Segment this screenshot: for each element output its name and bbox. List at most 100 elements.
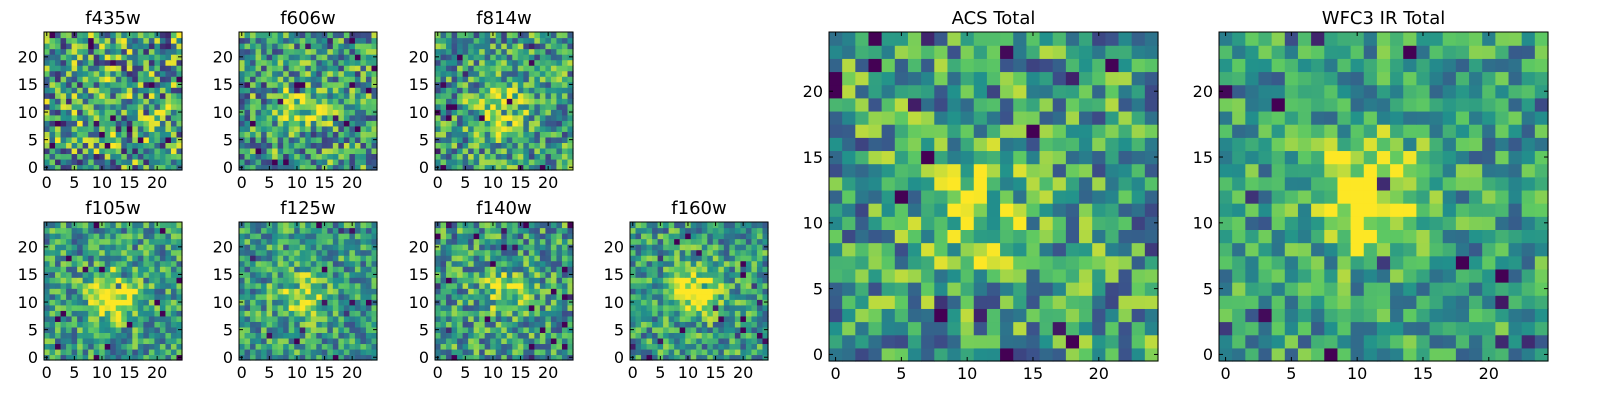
heatmap-cell bbox=[60, 153, 67, 160]
heatmap-cell bbox=[148, 164, 155, 171]
heatmap-cell bbox=[501, 48, 508, 55]
heatmap-cell bbox=[523, 255, 530, 262]
heatmap-cell bbox=[550, 255, 558, 262]
heatmap-cell bbox=[143, 299, 150, 306]
heatmap-cell bbox=[82, 354, 89, 361]
heatmap-cell bbox=[729, 321, 736, 328]
heatmap-cell bbox=[881, 308, 896, 323]
heatmap-cell bbox=[49, 32, 56, 39]
heatmap-cell bbox=[349, 310, 356, 317]
heatmap-cell bbox=[71, 59, 78, 66]
heatmap-cell bbox=[143, 153, 150, 160]
heatmap-cell bbox=[523, 131, 530, 138]
heatmap-cell bbox=[501, 337, 508, 345]
heatmap-cell bbox=[44, 48, 51, 55]
heatmap-cell bbox=[484, 271, 491, 278]
heatmap-cell bbox=[1039, 242, 1054, 257]
heatmap-cell bbox=[501, 142, 508, 149]
heatmap-cell bbox=[99, 87, 106, 94]
heatmap-cell bbox=[154, 266, 161, 273]
heatmap-cell bbox=[567, 332, 574, 339]
heatmap-cell bbox=[561, 304, 569, 311]
heatmap-cell bbox=[170, 260, 178, 267]
heatmap-cell bbox=[539, 109, 546, 116]
heatmap-cell bbox=[473, 238, 480, 245]
heatmap-cell bbox=[707, 304, 714, 311]
heatmap-cell bbox=[148, 304, 155, 311]
heatmap-cell bbox=[250, 48, 257, 55]
heatmap-cell bbox=[44, 131, 51, 138]
heatmap-cell bbox=[327, 65, 334, 72]
heatmap-cell bbox=[60, 76, 67, 83]
heatmap-cell bbox=[159, 304, 167, 311]
heatmap-cell bbox=[148, 343, 155, 350]
heatmap-cell bbox=[701, 277, 708, 284]
heatmap-cell bbox=[255, 310, 262, 317]
heatmap-cell bbox=[272, 76, 279, 83]
heatmap-cell bbox=[299, 288, 306, 295]
heatmap-cell bbox=[556, 103, 563, 110]
heatmap-cell bbox=[121, 255, 128, 262]
heatmap-cell bbox=[349, 244, 356, 251]
heatmap-cell bbox=[121, 98, 128, 105]
heatmap-cell bbox=[110, 32, 117, 39]
heatmap-cell bbox=[473, 332, 480, 339]
heatmap-cell bbox=[148, 48, 155, 55]
heatmap-cell bbox=[762, 337, 769, 345]
heatmap-cell bbox=[495, 260, 502, 267]
x-tick-label: 20 bbox=[733, 363, 753, 382]
heatmap-cell bbox=[104, 315, 111, 322]
heatmap-cell bbox=[239, 114, 246, 121]
heatmap-cell bbox=[468, 304, 475, 311]
heatmap-cell bbox=[868, 268, 883, 283]
heatmap-cell bbox=[93, 48, 100, 55]
heatmap-cell bbox=[360, 255, 367, 262]
heatmap-cell bbox=[528, 98, 535, 105]
heatmap-cell bbox=[143, 125, 150, 132]
heatmap-cell bbox=[327, 321, 334, 328]
heatmap-cell bbox=[343, 59, 350, 66]
heatmap-cell bbox=[561, 153, 569, 160]
heatmap-cell bbox=[239, 321, 246, 328]
heatmap-cell bbox=[484, 81, 491, 88]
heatmap-cell bbox=[646, 277, 653, 284]
heatmap-cell bbox=[250, 310, 257, 317]
heatmap-cell bbox=[165, 120, 172, 127]
heatmap-cell bbox=[545, 238, 552, 245]
heatmap-cell bbox=[550, 125, 558, 132]
heatmap-cell bbox=[71, 227, 78, 234]
heatmap-cell bbox=[881, 347, 896, 362]
heatmap-cell bbox=[250, 153, 257, 160]
panel-title: f160w bbox=[671, 198, 726, 219]
heatmap-cell bbox=[321, 153, 328, 160]
heatmap-cell bbox=[550, 354, 558, 361]
heatmap-cell bbox=[707, 348, 714, 356]
heatmap-cell bbox=[266, 282, 273, 289]
heatmap-cell bbox=[332, 136, 339, 143]
heatmap-cell bbox=[745, 249, 753, 256]
heatmap-cell bbox=[93, 233, 100, 240]
heatmap-cell bbox=[255, 109, 262, 116]
heatmap-cell bbox=[523, 92, 530, 99]
heatmap-cell bbox=[1052, 189, 1067, 204]
heatmap-cell bbox=[545, 288, 552, 295]
heatmap-cell bbox=[663, 326, 670, 333]
heatmap-cell bbox=[707, 260, 714, 267]
heatmap-cell bbox=[255, 48, 262, 55]
heatmap-cell bbox=[143, 54, 150, 61]
heatmap-cell bbox=[729, 337, 736, 345]
heatmap-cell bbox=[561, 288, 569, 295]
heatmap-cell bbox=[66, 136, 73, 143]
heatmap-cell bbox=[132, 326, 139, 333]
heatmap-cell bbox=[745, 244, 753, 251]
heatmap-cell bbox=[338, 271, 345, 278]
heatmap-cell bbox=[261, 304, 268, 311]
heatmap-cell bbox=[49, 326, 56, 333]
heatmap-cell bbox=[707, 337, 714, 345]
heatmap-cell bbox=[528, 354, 535, 361]
heatmap-cell bbox=[462, 147, 469, 155]
heatmap-cell bbox=[338, 147, 345, 155]
heatmap-cell bbox=[255, 114, 262, 121]
heatmap-cell bbox=[484, 348, 491, 356]
heatmap-cell bbox=[556, 233, 563, 240]
